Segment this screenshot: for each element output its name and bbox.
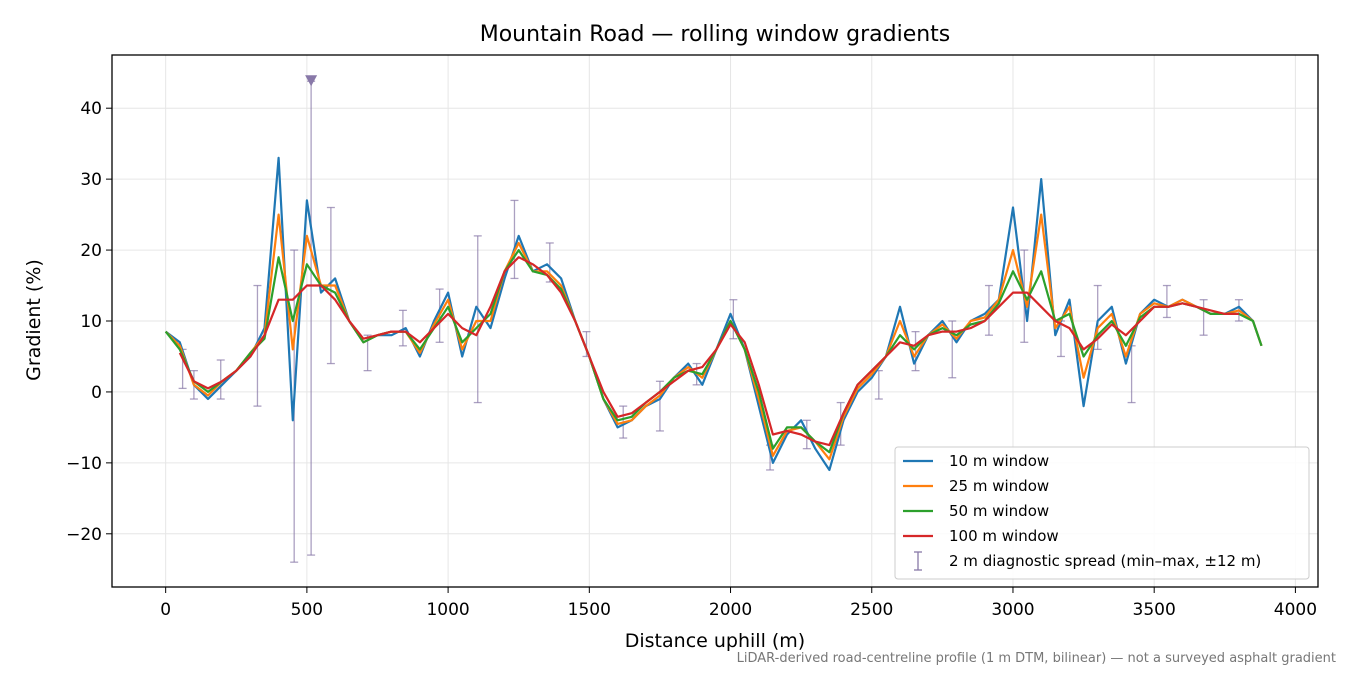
legend-entry: 100 m window [903,527,1059,545]
x-axis-ticks: 0 500 1000 1500 2000 2500 3000 3500 4000 [160,587,1317,620]
clipped-value-marker [305,75,318,87]
y-tick-label: 0 [91,383,102,403]
y-tick-label: 20 [80,241,102,261]
error-bar [1162,284,1171,319]
legend: 10 m window 25 m window 50 m window 100 m w… [894,446,1310,580]
error-bar [216,359,225,400]
y-tick-label: −20 [66,525,102,545]
error-bar [874,370,883,400]
x-tick-label: 2500 [850,600,893,620]
legend-label: 2 m diagnostic spread (min–max, ±12 m) [949,552,1261,570]
x-tick-label: 1000 [426,600,469,620]
error-bar [510,199,519,280]
data-source-footnote: LiDAR-derived road-centreline profile (1… [736,651,1336,666]
series-lines [164,156,1263,472]
y-tick-label: 30 [80,170,102,190]
legend-label: 25 m window [949,477,1049,495]
y-axis-ticks: −20 −10 0 10 20 30 40 [66,99,112,545]
legend-entry: 10 m window [903,452,1049,470]
legend-entry: 25 m window [903,477,1049,495]
legend-label: 50 m window [949,502,1049,520]
error-bar [911,330,920,372]
y-tick-label: 10 [80,312,102,332]
y-axis-label: Gradient (%) [23,259,45,381]
error-bar [655,380,664,432]
error-bars [178,75,1243,563]
x-tick-label: 1500 [568,600,611,620]
x-tick-label: 2000 [709,600,752,620]
legend-box [894,446,1310,580]
x-tick-label: 3500 [1133,600,1176,620]
legend-entry: 50 m window [903,502,1049,520]
legend-label: 100 m window [949,527,1059,545]
legend-entry: 2 m diagnostic spread (min–max, ±12 m) [914,551,1261,571]
x-axis-label: Distance uphill (m) [625,630,805,652]
error-bar [307,80,316,556]
error-bar [1199,299,1208,336]
error-bar [948,320,957,379]
legend-label: 10 m window [949,452,1049,470]
x-tick-label: 4000 [1274,600,1317,620]
x-tick-label: 0 [160,600,171,620]
chart-title: Mountain Road — rolling window gradients [480,22,951,47]
y-tick-label: −10 [66,454,102,474]
error-bar [398,309,407,347]
x-tick-label: 3000 [991,600,1034,620]
x-tick-label: 500 [291,600,323,620]
y-tick-label: 40 [80,99,102,119]
series-line [178,256,1239,447]
error-bar [473,235,482,404]
